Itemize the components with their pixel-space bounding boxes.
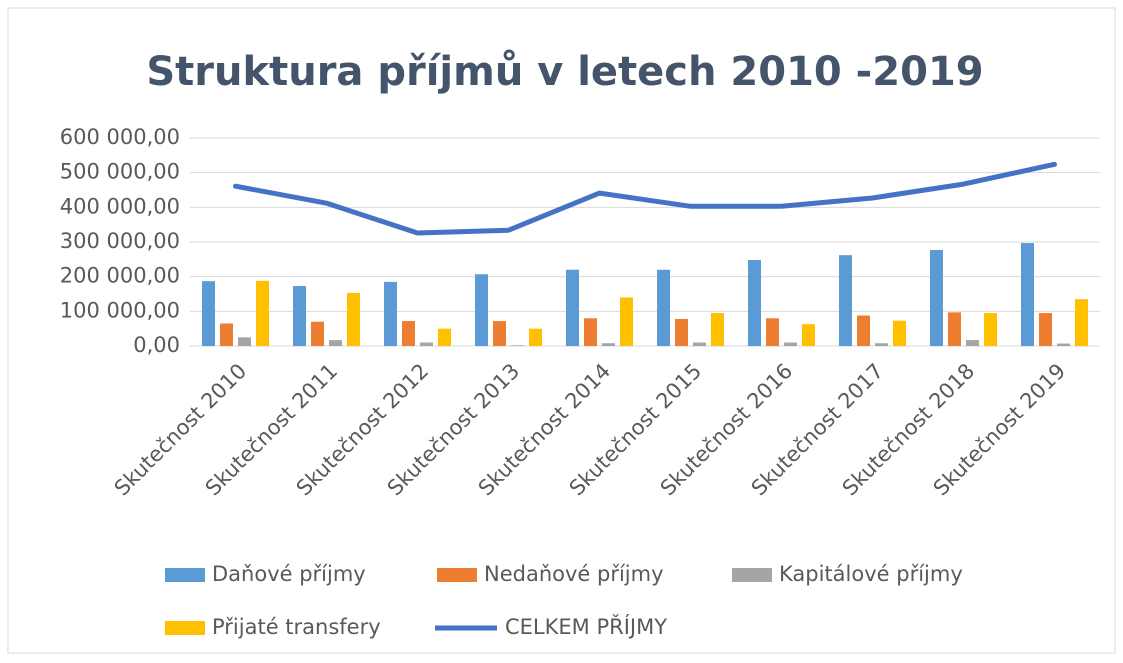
bar [839, 255, 852, 346]
bar [420, 342, 433, 346]
bar [311, 321, 324, 346]
legend-swatch [437, 568, 477, 582]
bar [347, 292, 360, 346]
line [233, 161, 1057, 236]
bar [875, 343, 888, 346]
bar [766, 318, 779, 346]
bar [256, 280, 269, 346]
y-tick-label: 0,00 [133, 333, 180, 357]
bar [784, 342, 797, 346]
bar [602, 343, 615, 346]
y-tick-label: 600 000,00 [60, 125, 180, 149]
bar [748, 260, 761, 346]
bar [620, 297, 633, 346]
bar [693, 342, 706, 346]
bar [329, 340, 342, 346]
bar [493, 321, 506, 346]
bar [584, 318, 597, 346]
bar [511, 345, 524, 346]
y-tick-label: 300 000,00 [60, 229, 180, 253]
bar [475, 274, 488, 346]
bar [1039, 313, 1052, 346]
legend-swatch [732, 568, 772, 582]
bar [966, 340, 979, 346]
bar [948, 312, 961, 346]
y-tick-label: 500 000,00 [60, 160, 180, 184]
bar [711, 313, 724, 346]
legend-label: Daňové příjmy [212, 562, 366, 586]
bar [657, 269, 670, 346]
bar [984, 313, 997, 346]
legend-label: CELKEM PŘÍJMY [505, 614, 667, 639]
bar [220, 323, 233, 346]
legend-label: Nedaňové příjmy [484, 562, 664, 586]
bar [566, 269, 579, 346]
bar [802, 324, 815, 346]
bar [893, 320, 906, 346]
y-tick-label: 400 000,00 [60, 194, 180, 218]
y-tick-label: 200 000,00 [60, 264, 180, 288]
bar [384, 281, 397, 346]
bar [238, 337, 251, 346]
bar [202, 281, 215, 346]
legend-label: Přijaté transfery [212, 615, 381, 639]
bar [402, 321, 415, 346]
legend-label: Kapitálové příjmy [779, 562, 963, 586]
y-tick-label: 100 000,00 [60, 298, 180, 322]
bar [1075, 299, 1088, 346]
chart-title: Struktura příjmů v letech 2010 -2019 [146, 48, 983, 95]
legend-swatch [165, 568, 205, 582]
bar [293, 286, 306, 346]
bar [529, 328, 542, 346]
bar [930, 249, 943, 346]
bar [1021, 243, 1034, 346]
bar [675, 318, 688, 346]
legend-swatch [165, 621, 205, 635]
bar [438, 328, 451, 346]
bar [1057, 343, 1070, 346]
bar [857, 315, 870, 346]
